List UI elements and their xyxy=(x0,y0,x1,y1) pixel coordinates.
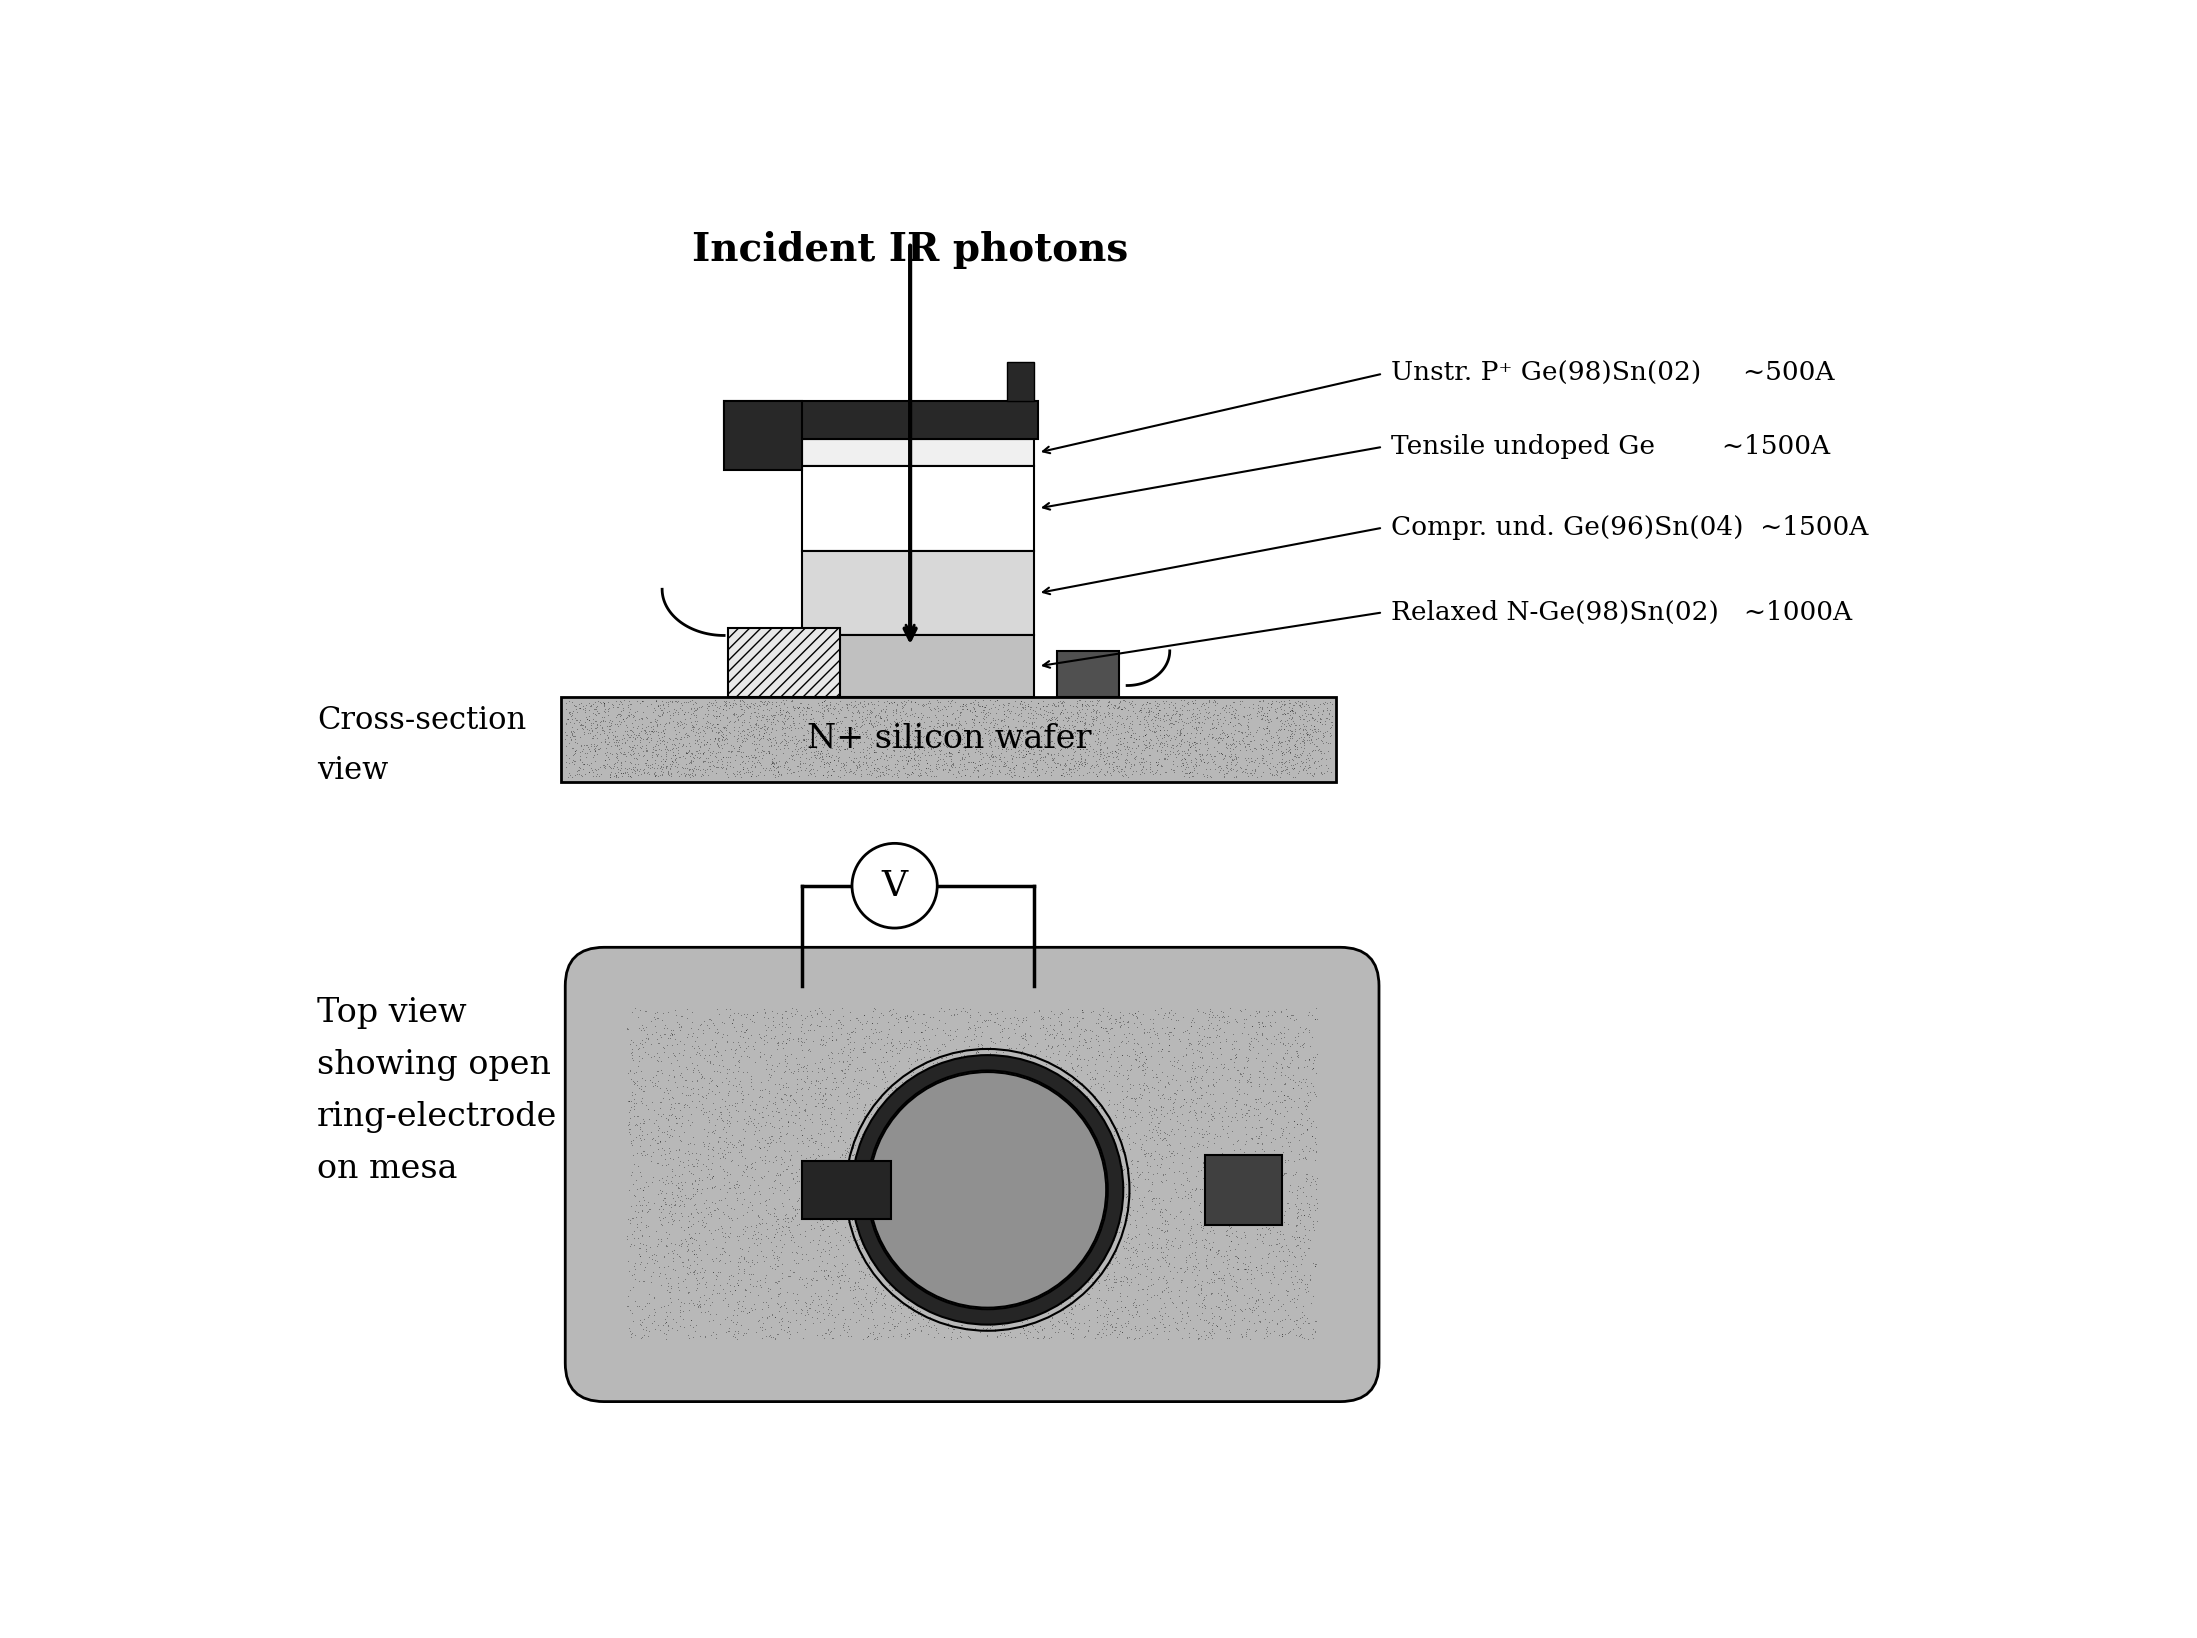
Bar xyxy=(1057,650,1120,698)
Text: Tensile undoped Ge        ~1500A: Tensile undoped Ge ~1500A xyxy=(1391,434,1830,459)
Bar xyxy=(725,401,1037,439)
Text: N+ silicon wafer: N+ silicon wafer xyxy=(806,724,1092,755)
Circle shape xyxy=(870,1071,1107,1307)
Bar xyxy=(562,698,1336,781)
Bar xyxy=(1006,362,1035,401)
Text: Incident IR photons: Incident IR photons xyxy=(692,231,1129,269)
FancyBboxPatch shape xyxy=(565,947,1380,1402)
Bar xyxy=(802,550,1035,636)
Text: Compr. und. Ge(96)Sn(04)  ~1500A: Compr. und. Ge(96)Sn(04) ~1500A xyxy=(1391,516,1867,541)
Bar xyxy=(727,627,841,698)
Text: V: V xyxy=(881,868,907,903)
Bar xyxy=(802,1161,890,1219)
Text: Top view
showing open
ring-electrode
on mesa: Top view showing open ring-electrode on … xyxy=(316,998,558,1186)
Bar xyxy=(725,401,802,470)
Bar xyxy=(802,439,1035,467)
Text: Cross-section
view: Cross-section view xyxy=(316,704,527,786)
Bar xyxy=(802,467,1035,550)
Bar xyxy=(1204,1155,1283,1225)
Circle shape xyxy=(852,844,938,929)
Text: Unstr. P⁺ Ge(98)Sn(02)     ~500A: Unstr. P⁺ Ge(98)Sn(02) ~500A xyxy=(1391,360,1834,387)
Text: Relaxed N-Ge(98)Sn(02)   ~1000A: Relaxed N-Ge(98)Sn(02) ~1000A xyxy=(1391,600,1852,624)
Bar xyxy=(802,636,1035,698)
